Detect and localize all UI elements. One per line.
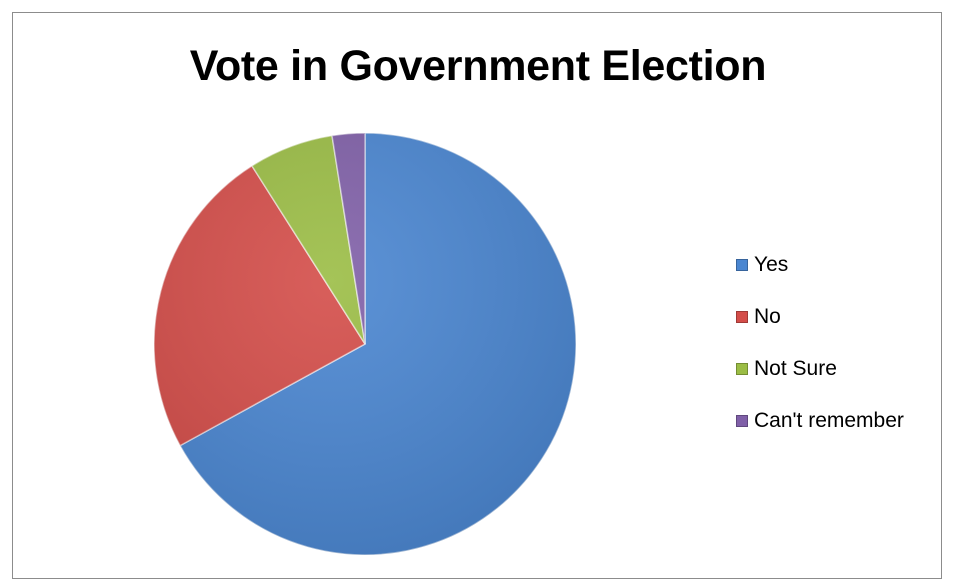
- legend-swatch-no: [736, 311, 748, 323]
- legend-label-no: No: [754, 305, 781, 328]
- legend-swatch-not-sure: [736, 363, 748, 375]
- chart-title: Vote in Government Election: [189, 42, 767, 90]
- legend-label-not-sure: Not Sure: [754, 357, 837, 380]
- legend-label-yes: Yes: [754, 253, 789, 276]
- legend-swatch-yes: [736, 259, 748, 271]
- legend-label-cant-remember: Can't remember: [754, 409, 904, 432]
- legend-swatch-cant-remember: [736, 415, 748, 427]
